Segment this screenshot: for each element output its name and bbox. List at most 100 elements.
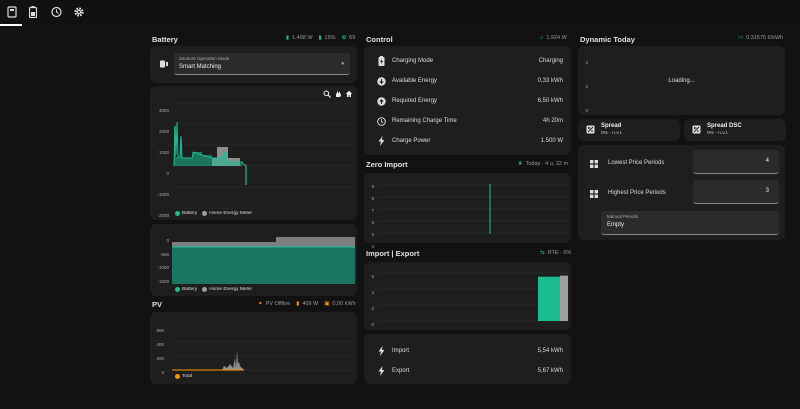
legend-swatch: [175, 287, 180, 292]
flash-icon: [374, 136, 388, 146]
operation-mode-select[interactable]: Zendure Operation Mode Smart Matching ▾: [174, 53, 350, 75]
remaining-time-row[interactable]: Remaining Charge Time 4h 20m: [364, 111, 571, 131]
dynamic-meta: ▭ 0.31575 €/kWh: [738, 35, 784, 41]
battery-chart-legend: Battery Home Energy Meter: [175, 211, 252, 216]
control-meta: ⌂ 1.924 W: [540, 35, 567, 41]
battery-charging-icon: [374, 56, 388, 66]
legend-swatch: [175, 211, 180, 216]
pan-hand-icon[interactable]: [334, 90, 342, 100]
y-tick: 0: [585, 108, 588, 113]
y-tick: 8: [371, 196, 374, 201]
row-value: 4h 20m: [542, 118, 563, 124]
y-tick: 4: [371, 244, 374, 249]
manual-periods-input[interactable]: Manual Periods Empty: [601, 211, 779, 235]
import-export-section-title: Import | Export: [366, 249, 420, 258]
energy-chart-y-axis: 0 -500 -1000 -1500: [150, 234, 169, 288]
import-export-values-card: Import 5,54 kWh Export 5,67 kWh: [364, 334, 571, 384]
y-tick: -1000: [157, 192, 169, 197]
battery-soc-icon: ▮: [318, 35, 322, 41]
export-row[interactable]: Export 5,67 kWh: [364, 361, 571, 381]
legend-item[interactable]: Home Energy Meter: [209, 287, 253, 292]
import-export-y-axis: 6 4 2 0: [364, 269, 374, 333]
pv-chart: 600 400 200 0 Total: [150, 312, 357, 384]
legend-item[interactable]: Total: [182, 374, 193, 379]
lowest-periods-value: 4: [765, 158, 769, 164]
y-tick: 3000: [158, 108, 169, 113]
row-label: Charge Power: [392, 138, 431, 144]
import-icon: [374, 346, 388, 356]
battery-meta: ▮ 1.498 W ▮ 15% ✿ 69: [286, 35, 356, 41]
energy-chart-plot: [172, 237, 355, 284]
sun-icon: ✦: [258, 301, 263, 307]
clock-icon: [374, 116, 388, 126]
highest-periods-input[interactable]: 3: [693, 180, 779, 204]
dynamic-price-chart: 4 2 0 Loading...: [578, 46, 785, 115]
legend-item[interactable]: Battery: [182, 211, 198, 216]
charge-power-row[interactable]: Charge Power 1.500 W: [364, 131, 571, 151]
highest-periods-label: Highest Price Periods: [608, 190, 666, 196]
zero-import-section-title: Zero Import: [366, 160, 408, 169]
battery-chart-y-axis: 3000 2000 1000 0 -1000 -2000: [150, 100, 169, 226]
y-tick: 600: [156, 328, 164, 333]
legend-item[interactable]: Home Energy Meter: [209, 211, 253, 216]
spread-icon: [586, 125, 595, 136]
y-tick: 5: [371, 232, 374, 237]
legend-item[interactable]: Battery: [182, 287, 198, 292]
lowest-periods-input[interactable]: 4: [693, 150, 779, 174]
spread-dsc-value: 0% - n.v.t.: [707, 131, 729, 136]
spread-card[interactable]: Spread 0% - n.v.t.: [578, 119, 680, 141]
control-section-title: Control: [366, 35, 393, 44]
y-tick: 6: [371, 220, 374, 225]
required-energy-row[interactable]: Required Energy 6,50 kWh: [364, 91, 571, 111]
row-label: Available Energy: [392, 78, 437, 84]
grid-icon: [590, 160, 598, 170]
battery-section-title: Battery: [152, 35, 178, 44]
pv-chart-legend: Total: [175, 374, 192, 379]
energy-available-icon: [374, 76, 388, 86]
zoom-icon[interactable]: [323, 90, 331, 100]
energy-chart-legend: Battery Home Energy Meter: [175, 287, 252, 292]
zero-import-plot: [378, 184, 568, 234]
energy-icon: ▣: [324, 301, 330, 307]
price-periods-card: Lowest Price Periods 4 Highest Price Per…: [578, 145, 785, 240]
lowest-periods-label: Lowest Price Periods: [608, 160, 665, 166]
operation-mode-value: Smart Matching: [179, 64, 222, 70]
battery-chart-plot: [172, 102, 355, 209]
battery-energy-chart: 0 -500 -1000 -1500 Battery Home Energy M…: [150, 224, 357, 296]
y-tick: 9: [371, 184, 374, 189]
spread-dsc-card[interactable]: Spread DSC 0% - n.v.t.: [684, 119, 786, 141]
y-tick: 0: [371, 322, 374, 327]
legend-swatch: [175, 374, 180, 379]
gear-icon[interactable]: [72, 5, 86, 19]
battery-small-icon: ▮: [296, 301, 300, 307]
history-icon[interactable]: [49, 5, 63, 19]
export-bar: [560, 275, 568, 321]
battery-mode-icon: [159, 59, 169, 71]
chart-toolbar: [323, 90, 353, 100]
export-icon: [374, 366, 388, 376]
dashboard-icon[interactable]: [5, 5, 19, 19]
loading-text: Loading...: [668, 78, 695, 84]
y-tick: 1000: [158, 150, 169, 155]
battery-power-chart: 3000 2000 1000 0 -1000 -2000 Battery Hom…: [150, 86, 357, 220]
import-row[interactable]: Import 5,54 kWh: [364, 341, 571, 361]
y-tick: 7: [371, 208, 374, 213]
home-icon: ⌂: [540, 35, 544, 41]
operation-mode-card: Zendure Operation Mode Smart Matching ▾: [150, 46, 357, 83]
row-value: 0,33 kWh: [537, 78, 563, 84]
home-reset-icon[interactable]: [345, 90, 353, 100]
import-bar: [538, 276, 560, 321]
manual-periods-value: Empty: [607, 222, 625, 228]
y-tick: -500: [159, 251, 169, 257]
charging-mode-row[interactable]: Charging Mode Charging: [364, 51, 571, 71]
y-tick: 0: [161, 370, 164, 375]
row-value: 5,54 kWh: [537, 348, 563, 354]
import-export-meta: ⇆ RTE · 0%: [540, 250, 572, 256]
spread-dsc-title: Spread DSC: [707, 123, 742, 129]
top-navigation-bar: [0, 0, 800, 26]
battery-icon[interactable]: [26, 5, 40, 19]
available-energy-row[interactable]: Available Energy 0,33 kWh: [364, 71, 571, 91]
pv-chart-y-axis: 600 400 200 0: [150, 324, 164, 380]
highest-periods-value: 3: [765, 188, 769, 194]
row-label: Remaining Charge Time: [392, 118, 457, 124]
